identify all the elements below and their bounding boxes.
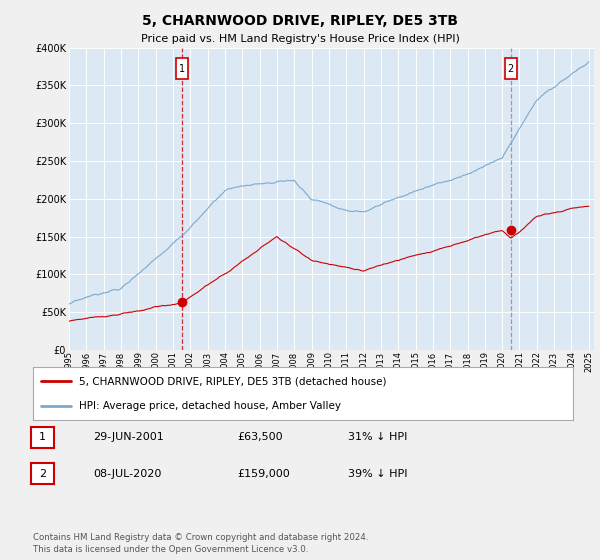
Text: £159,000: £159,000: [237, 469, 290, 479]
Text: 39% ↓ HPI: 39% ↓ HPI: [348, 469, 407, 479]
Text: 5, CHARNWOOD DRIVE, RIPLEY, DE5 3TB: 5, CHARNWOOD DRIVE, RIPLEY, DE5 3TB: [142, 14, 458, 28]
Text: 2: 2: [39, 469, 46, 479]
Text: 1: 1: [179, 64, 185, 74]
Text: 31% ↓ HPI: 31% ↓ HPI: [348, 432, 407, 442]
Text: 29-JUN-2001: 29-JUN-2001: [93, 432, 164, 442]
Text: Contains HM Land Registry data © Crown copyright and database right 2024.
This d: Contains HM Land Registry data © Crown c…: [33, 533, 368, 554]
Text: 08-JUL-2020: 08-JUL-2020: [93, 469, 161, 479]
Text: £63,500: £63,500: [237, 432, 283, 442]
Text: HPI: Average price, detached house, Amber Valley: HPI: Average price, detached house, Ambe…: [79, 400, 341, 410]
FancyBboxPatch shape: [505, 58, 517, 80]
Text: Price paid vs. HM Land Registry's House Price Index (HPI): Price paid vs. HM Land Registry's House …: [140, 34, 460, 44]
FancyBboxPatch shape: [176, 58, 188, 80]
Text: 1: 1: [39, 432, 46, 442]
Text: 5, CHARNWOOD DRIVE, RIPLEY, DE5 3TB (detached house): 5, CHARNWOOD DRIVE, RIPLEY, DE5 3TB (det…: [79, 376, 386, 386]
Text: 2: 2: [508, 64, 514, 74]
